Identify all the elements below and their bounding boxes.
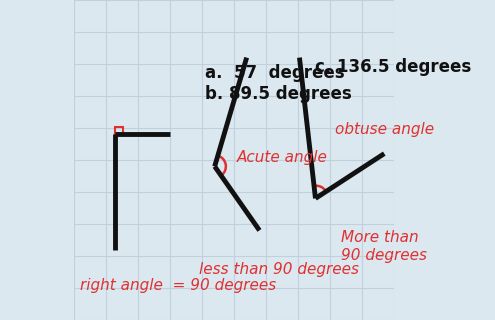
Text: More than
90 degrees: More than 90 degrees — [341, 230, 427, 263]
Text: Acute angle: Acute angle — [237, 150, 328, 165]
Text: c. 136.5 degrees: c. 136.5 degrees — [315, 58, 472, 76]
Text: a.  57  degrees
b. 89.5 degrees: a. 57 degrees b. 89.5 degrees — [205, 64, 352, 103]
Text: less than 90 degrees: less than 90 degrees — [198, 262, 359, 277]
Text: obtuse angle: obtuse angle — [335, 122, 434, 137]
Bar — [115, 127, 122, 134]
Text: right angle  = 90 degrees: right angle = 90 degrees — [80, 278, 277, 293]
